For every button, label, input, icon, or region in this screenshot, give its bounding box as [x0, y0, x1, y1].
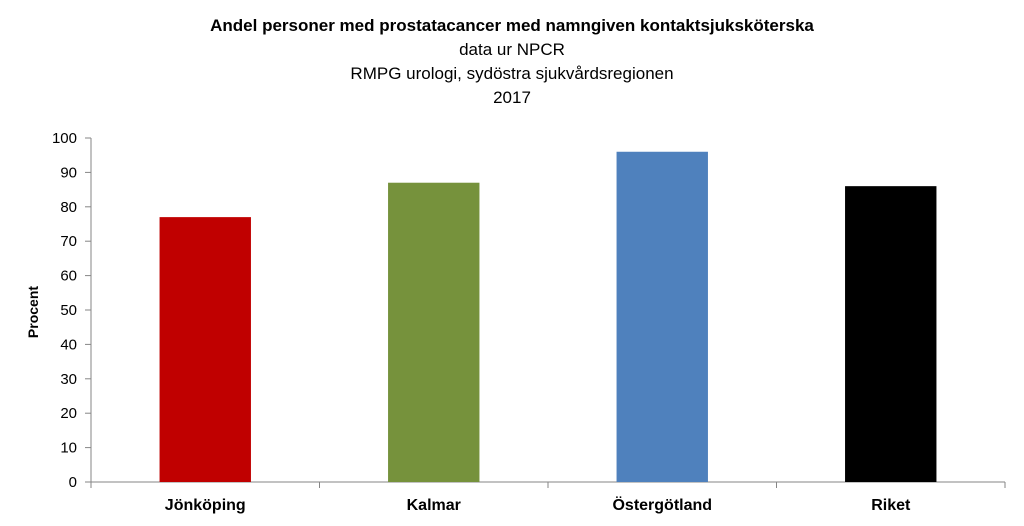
x-category-label: Kalmar: [407, 497, 461, 514]
chart-subtitle-1: data ur NPCR: [459, 40, 565, 59]
bar-2: [616, 151, 708, 482]
labels: 0 10 20 30 40 50 60 70 80 90 100 Jönköping Kalmar Öst…: [52, 130, 911, 514]
y-tick-label: 40: [60, 336, 77, 353]
y-tick-label: 80: [60, 199, 77, 216]
y-tick-label: 30: [60, 371, 77, 388]
bars: [159, 151, 937, 482]
y-tick-label: 20: [60, 405, 77, 422]
y-tick-label: 100: [52, 130, 77, 147]
y-tick-label: 90: [60, 164, 77, 181]
y-tick-label: 60: [60, 268, 77, 285]
bar-1: [388, 182, 480, 482]
y-tick-label: 0: [69, 474, 77, 491]
y-tick-label: 50: [60, 302, 77, 319]
chart-subtitle-3: 2017: [493, 88, 531, 107]
chart-titles: Andel personer med prostatacancer med na…: [0, 14, 1024, 110]
y-tick-label: 70: [60, 233, 77, 250]
chart-subtitle-2: RMPG urologi, sydöstra sjukvårdsregionen: [350, 64, 674, 83]
bar-0: [159, 217, 251, 482]
x-category-label: Jönköping: [165, 497, 246, 514]
x-category-label: Riket: [871, 497, 911, 514]
bar-3: [845, 186, 937, 482]
chart-title: Andel personer med prostatacancer med na…: [210, 16, 814, 35]
y-tick-label: 10: [60, 440, 77, 457]
x-category-label: Östergötland: [612, 495, 712, 514]
y-axis-label: Procent: [25, 286, 41, 338]
